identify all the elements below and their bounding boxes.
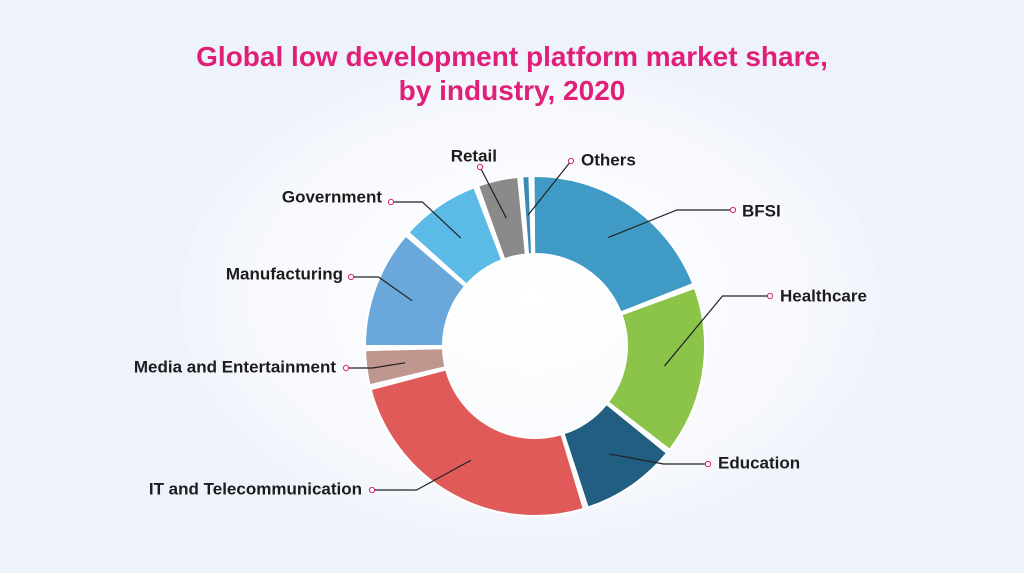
callout-dot-manufacturing — [347, 273, 355, 281]
slice-it-and-telecommunication — [369, 368, 586, 517]
label-government: Government — [282, 187, 382, 206]
callout-line-bfsi — [608, 209, 733, 239]
label-retail: Retail — [451, 146, 497, 165]
slice-media-and-entertainment — [364, 347, 447, 387]
label-healthcare: Healthcare — [780, 286, 867, 305]
chart-title-line-1: Global low development platform market s… — [196, 41, 828, 72]
label-others: Others — [581, 150, 636, 169]
callout-dot-retail — [476, 163, 484, 171]
callout-dot-others — [567, 157, 575, 165]
callout-dot-education — [704, 460, 712, 468]
slice-bfsi — [532, 175, 695, 314]
callout-line-manufacturing — [351, 276, 413, 302]
chart-title-line-2: by industry, 2020 — [398, 75, 626, 106]
callout-line-government — [391, 201, 462, 239]
callout-line-education — [609, 453, 708, 465]
callout-dot-bfsi — [729, 206, 737, 214]
callout-line-healthcare — [663, 295, 770, 367]
callout-line-retail — [479, 166, 507, 219]
callout-line-others — [527, 160, 572, 216]
label-manufacturing: Manufacturing — [226, 264, 343, 283]
callout-dot-government — [387, 198, 395, 206]
slice-retail — [476, 175, 527, 261]
label-it-and-telecommunication: IT and Telecommunication — [149, 479, 362, 498]
slice-education — [562, 402, 669, 509]
slice-manufacturing — [363, 234, 467, 348]
callout-line-media-and-entertainment — [346, 362, 406, 369]
label-bfsi: BFSI — [742, 201, 781, 220]
slice-healthcare — [606, 286, 706, 452]
callout-dot-healthcare — [766, 292, 774, 300]
slice-others — [521, 175, 533, 256]
callout-line-it-and-telecommunication — [372, 459, 472, 491]
callout-dot-media-and-entertainment — [342, 364, 350, 372]
label-education: Education — [718, 453, 800, 472]
callout-dot-it-and-telecommunication — [368, 486, 376, 494]
label-media-and-entertainment: Media and Entertainment — [134, 357, 336, 376]
